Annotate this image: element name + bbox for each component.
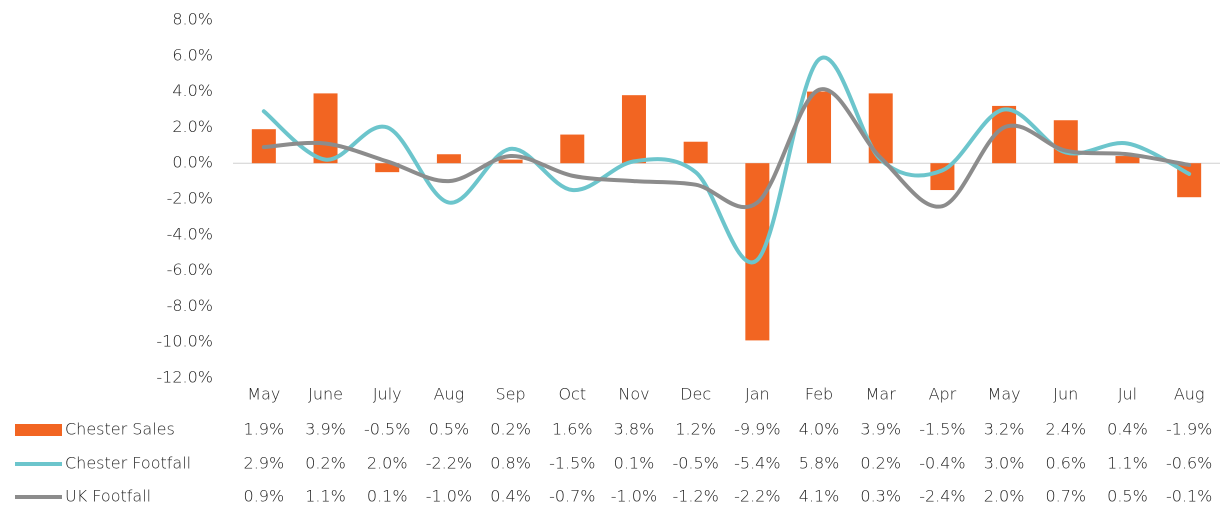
y-tick-label: -2.0%	[167, 189, 213, 208]
table-cell: -0.1%	[1166, 487, 1212, 506]
bar	[683, 141, 708, 164]
y-tick-label: -4.0%	[167, 224, 213, 243]
table-cell: 0.1%	[367, 487, 408, 506]
x-tick-label: Dec	[680, 385, 711, 404]
table-cell: 0.4%	[1107, 420, 1148, 439]
y-tick-label: 0.0%	[172, 153, 213, 172]
table-cell: 0.2%	[860, 454, 901, 473]
table-cell: 4.0%	[799, 420, 840, 439]
table-cell: -0.4%	[919, 454, 965, 473]
table-cell: 0.1%	[614, 454, 655, 473]
line	[261, 87, 1192, 210]
bar	[560, 134, 585, 164]
bar	[621, 95, 646, 164]
bar	[868, 93, 893, 164]
x-tick-label: Feb	[805, 385, 833, 404]
table-cell: -1.5%	[919, 420, 965, 439]
x-tick-label: Apr	[929, 385, 957, 404]
table-cell: 0.2%	[490, 420, 531, 439]
table-cell: 0.6%	[1045, 454, 1086, 473]
y-tick-label: -6.0%	[167, 260, 213, 279]
table-cell: 0.5%	[1107, 487, 1148, 506]
table-cell: 0.5%	[429, 420, 470, 439]
table-cell: 1.1%	[1107, 454, 1148, 473]
table-cell: -0.7%	[549, 487, 595, 506]
table-cell: -2.2%	[734, 487, 780, 506]
table-cell: -1.0%	[426, 487, 472, 506]
legend-label: Chester Footfall	[65, 454, 191, 473]
y-tick-label: 8.0%	[172, 10, 213, 29]
x-tick-label: Jul	[1118, 385, 1137, 404]
table-cell: 4.1%	[799, 487, 840, 506]
legend-label: Chester Sales	[65, 420, 175, 439]
y-tick-label: 4.0%	[172, 81, 213, 100]
table-cell: 2.9%	[244, 454, 285, 473]
x-tick-label: May	[247, 385, 280, 404]
table-cell: -0.6%	[1166, 454, 1212, 473]
x-tick-label: Jan	[745, 385, 770, 404]
table-cell: 3.0%	[984, 454, 1025, 473]
y-tick-label: 6.0%	[172, 45, 213, 64]
line	[261, 55, 1192, 265]
x-tick-label: Mar	[866, 385, 897, 404]
table-cell: 1.2%	[675, 420, 716, 439]
x-tick-label: Aug	[434, 385, 465, 404]
table-cell: 5.8%	[799, 454, 840, 473]
table-cell: 3.8%	[614, 420, 655, 439]
y-tick-label: 2.0%	[172, 117, 213, 136]
table-cell: -5.4%	[734, 454, 780, 473]
y-tick-label: -12.0%	[156, 368, 213, 387]
y-tick-label: -10.0%	[156, 332, 213, 351]
table-cell: -2.4%	[919, 487, 965, 506]
x-tick-label: Sep	[496, 385, 526, 404]
table-cell: -2.2%	[426, 454, 472, 473]
x-tick-label: Aug	[1174, 385, 1205, 404]
bar	[1115, 156, 1140, 164]
table-cell: -1.9%	[1166, 420, 1212, 439]
table-cell: 2.4%	[1045, 420, 1086, 439]
table-cell: -1.2%	[672, 487, 718, 506]
table-cell: 2.0%	[367, 454, 408, 473]
table-cell: 2.0%	[984, 487, 1025, 506]
x-tick-label: Nov	[618, 385, 649, 404]
table-cell: 1.1%	[305, 487, 346, 506]
table-cell: 3.9%	[305, 420, 346, 439]
table-cell: 0.7%	[1045, 487, 1086, 506]
table-cell: 0.8%	[490, 454, 531, 473]
y-tick-label: -8.0%	[167, 296, 213, 315]
x-tick-label: July	[373, 385, 402, 404]
bar	[375, 163, 400, 173]
bar	[498, 159, 523, 164]
table-cell: 0.3%	[860, 487, 901, 506]
x-tick-label: Oct	[558, 385, 586, 404]
table-cell: -0.5%	[364, 420, 410, 439]
table-cell: 0.4%	[490, 487, 531, 506]
table-cell: 3.9%	[860, 420, 901, 439]
table-cell: 1.6%	[552, 420, 593, 439]
table-cell: 0.9%	[244, 487, 285, 506]
bar	[1053, 120, 1078, 164]
table-cell: 1.9%	[244, 420, 285, 439]
legend-label: UK Footfall	[65, 487, 151, 506]
bar	[313, 93, 338, 164]
bar	[807, 91, 832, 164]
table-cell: -0.5%	[672, 454, 718, 473]
x-tick-label: Jun	[1053, 385, 1078, 404]
table-cell: 0.2%	[305, 454, 346, 473]
bar	[436, 154, 461, 164]
table-cell: -1.5%	[549, 454, 595, 473]
legend-key	[15, 424, 62, 436]
x-tick-label: May	[988, 385, 1021, 404]
table-cell: -1.0%	[611, 487, 657, 506]
x-tick-label: June	[308, 385, 343, 404]
table-cell: -9.9%	[734, 420, 780, 439]
table-cell: 3.2%	[984, 420, 1025, 439]
